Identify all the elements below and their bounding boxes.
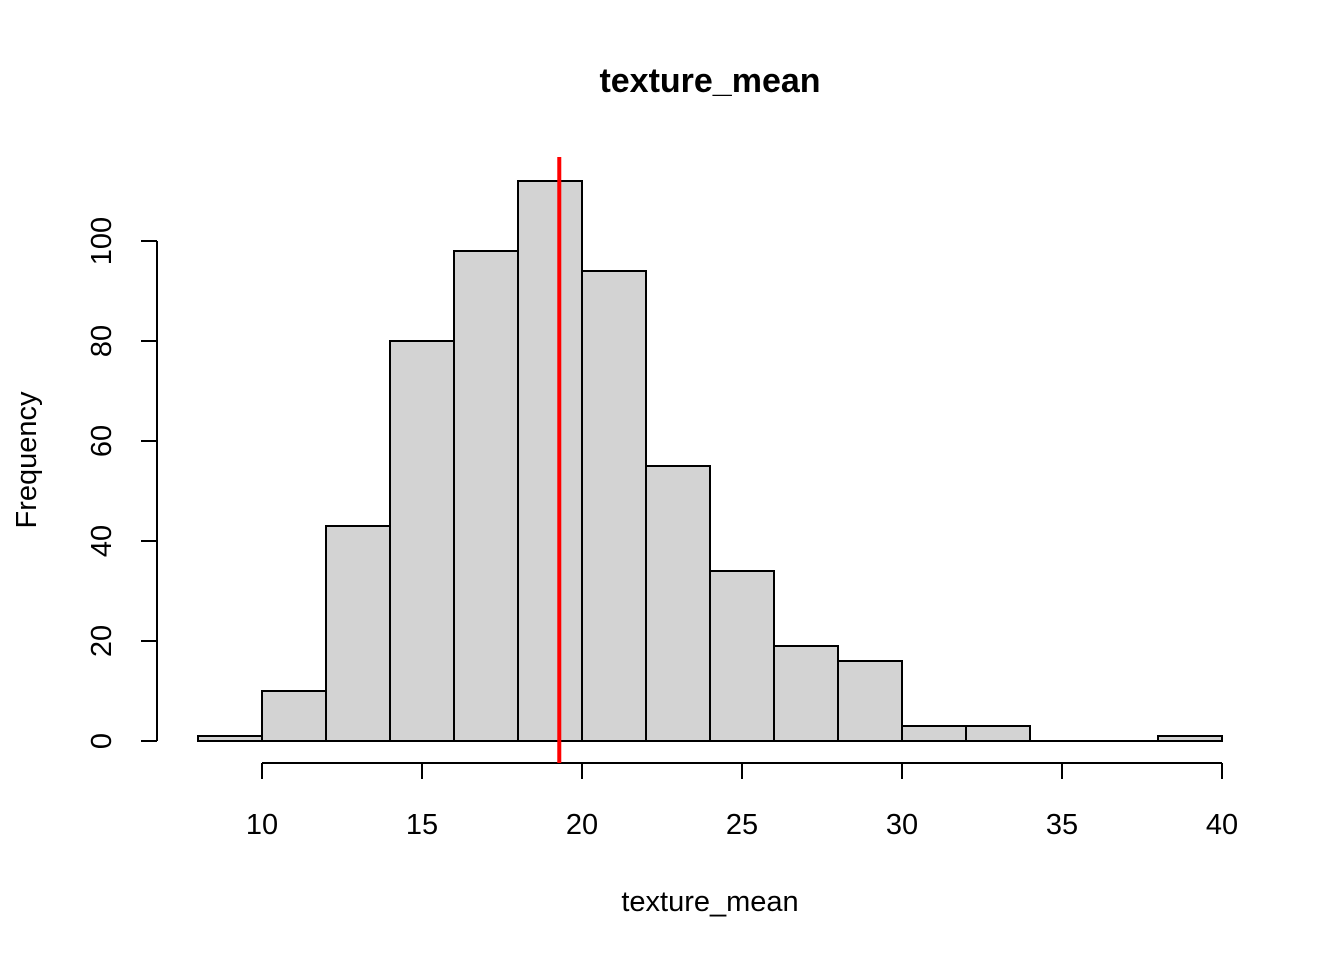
histogram-bar: [1157, 735, 1223, 742]
y-axis-label: Frequency: [11, 391, 43, 529]
y-tick-label: 40: [86, 525, 118, 557]
histogram-bar: [389, 340, 455, 742]
histogram-bar: [837, 660, 903, 742]
y-tick-label: 20: [86, 625, 118, 657]
histogram-bar: [517, 180, 583, 742]
histogram-bar: [645, 465, 711, 742]
histogram-bar: [709, 570, 775, 742]
histogram-bar: [325, 525, 391, 742]
x-tick-label: 25: [726, 809, 758, 841]
histogram-bar: [197, 735, 263, 742]
histogram-bar: [773, 645, 839, 742]
y-tick-label: 0: [86, 733, 118, 749]
y-tick-label: 80: [86, 325, 118, 357]
x-axis: 10 15 20 25 30 35 40: [246, 762, 1238, 841]
x-tick-label: 15: [406, 809, 438, 841]
chart-title: texture_mean: [599, 62, 820, 100]
x-tick-label: 20: [566, 809, 598, 841]
x-tick-label: 35: [1046, 809, 1078, 841]
histogram-bar: [901, 725, 967, 742]
histogram-bars: [197, 180, 1223, 742]
x-axis-label: texture_mean: [621, 886, 798, 918]
histogram-bar: [965, 725, 1031, 742]
y-tick-label: 100: [86, 217, 118, 265]
x-tick-label: 10: [246, 809, 278, 841]
histogram-bar: [581, 270, 647, 742]
histogram-bar: [453, 250, 519, 742]
y-axis: 0 20 40 60 80 100: [86, 217, 158, 749]
y-tick-label: 60: [86, 425, 118, 457]
histogram-bar: [261, 690, 327, 742]
x-tick-label: 30: [886, 809, 918, 841]
x-tick-label: 40: [1206, 809, 1238, 841]
